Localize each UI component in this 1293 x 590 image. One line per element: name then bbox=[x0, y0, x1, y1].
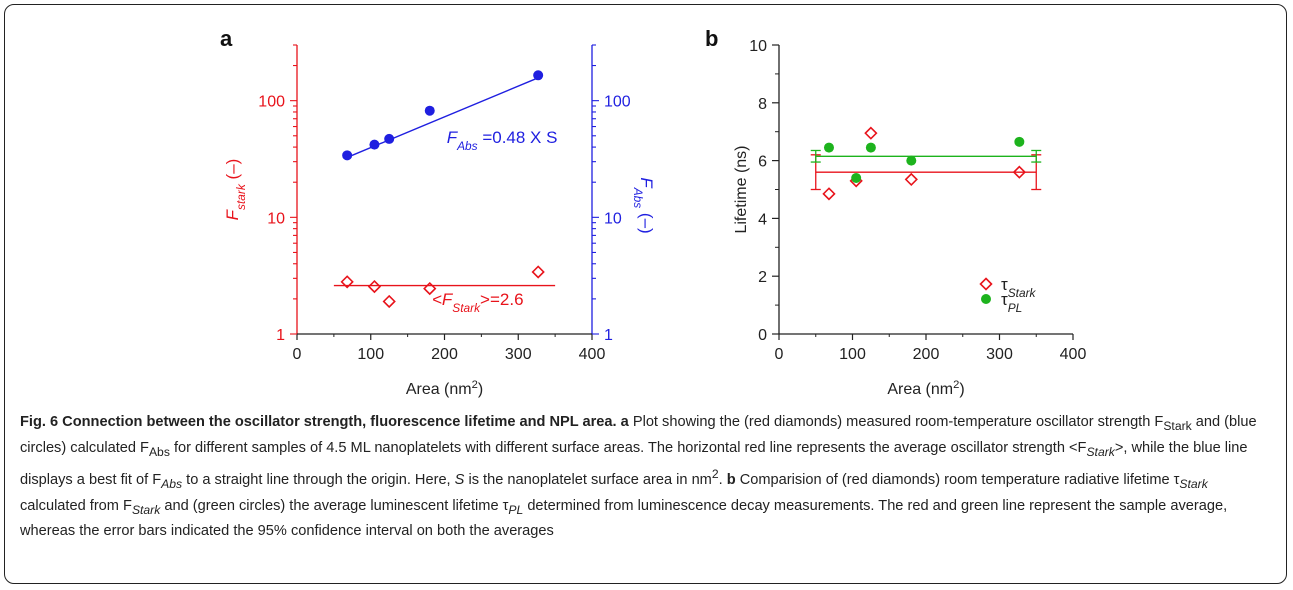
b-y-tick-label: 10 bbox=[749, 38, 767, 55]
a-blue-circle-point bbox=[342, 150, 353, 161]
a-blue-circle-point bbox=[369, 139, 380, 150]
a-right-tick-label: 1 bbox=[604, 327, 613, 344]
b-x-tick-label: 200 bbox=[913, 346, 940, 363]
b-y-tick-label: 8 bbox=[758, 96, 767, 113]
a-red-diamond-point bbox=[382, 294, 396, 309]
b-y-tick-label: 2 bbox=[758, 269, 767, 286]
a-blue-circle-point bbox=[424, 105, 435, 116]
b-green-circle-point bbox=[906, 155, 917, 166]
a-x-tick-label: 200 bbox=[431, 346, 458, 363]
a-blue-circle-point bbox=[384, 133, 395, 144]
a-red-diamond-point bbox=[423, 281, 437, 296]
panel-b-label: b bbox=[705, 26, 718, 51]
a-right-axis-label: FAbs (–) bbox=[631, 177, 656, 233]
a-right-tick-label: 100 bbox=[604, 94, 631, 111]
caption-figure-label: Fig. 6 Connection between the oscillator… bbox=[20, 414, 617, 430]
b-green-circle-point bbox=[851, 172, 862, 183]
panel-a-label: a bbox=[220, 26, 233, 51]
legend-pl-marker bbox=[981, 294, 991, 304]
caption-b-text: Comparision of (red diamonds) room tempe… bbox=[20, 471, 1228, 540]
panel-a-chart: a 0 100 200 300 400 Area (nm2) 1 10 100 1 10 100 Fsta… bbox=[220, 26, 656, 398]
a-left-tick-label: 100 bbox=[258, 94, 285, 111]
a-red-diamond-point bbox=[367, 279, 382, 294]
a-blue-circle-point bbox=[533, 70, 544, 81]
b-y-tick-label: 0 bbox=[758, 327, 767, 344]
a-red-diamond-point bbox=[531, 265, 545, 279]
b-y-tick-label: 6 bbox=[758, 154, 767, 171]
a-left-tick-label: 10 bbox=[267, 210, 285, 227]
figure-frame bbox=[4, 4, 1287, 584]
a-x-axis-label: Area (nm2) bbox=[406, 379, 483, 398]
b-red-diamond-point bbox=[1012, 165, 1026, 179]
b-x-tick-label: 300 bbox=[986, 346, 1013, 363]
b-red-diamond-point bbox=[822, 187, 836, 201]
panel-b-chart: b 0 100 200 300 400 Area (nm2) 0 2 4 6 8 10 Lifetime … bbox=[705, 26, 1086, 398]
a-left-tick-label: 1 bbox=[276, 327, 285, 344]
b-green-circle-point bbox=[823, 142, 834, 153]
caption-a-text: Plot showing the (red diamonds) measured… bbox=[20, 414, 1257, 491]
b-red-diamond-point bbox=[864, 126, 878, 140]
legend-stark-label: τStark bbox=[1001, 275, 1037, 300]
b-y-axis-label: Lifetime (ns) bbox=[733, 145, 750, 233]
b-x-axis-label: Area (nm2) bbox=[887, 379, 964, 398]
b-x-tick-label: 100 bbox=[839, 346, 866, 363]
a-fit-annotation: FAbs =0.48 X S bbox=[447, 128, 558, 153]
b-x-tick-label: 400 bbox=[1060, 346, 1087, 363]
caption-b-label: b bbox=[726, 471, 736, 488]
a-right-tick-label: 10 bbox=[604, 210, 622, 227]
caption-a-label: a bbox=[620, 414, 629, 430]
b-red-diamond-point bbox=[904, 172, 918, 187]
b-green-circle-point bbox=[1014, 136, 1025, 147]
a-x-tick-label: 0 bbox=[293, 346, 302, 363]
figure-caption: Fig. 6 Connection between the oscillator… bbox=[20, 411, 1275, 542]
a-x-tick-label: 300 bbox=[505, 346, 532, 363]
a-average-annotation: <FStark>=2.6 bbox=[432, 290, 524, 315]
a-x-tick-label: 400 bbox=[579, 346, 606, 363]
a-x-tick-label: 100 bbox=[357, 346, 384, 363]
b-x-tick-label: 0 bbox=[775, 346, 784, 363]
a-left-axis-label: Fstark (–) bbox=[223, 159, 248, 221]
b-green-circle-point bbox=[865, 142, 876, 153]
legend-stark-marker bbox=[979, 277, 993, 291]
b-y-tick-label: 4 bbox=[758, 211, 767, 228]
a-red-diamond-point bbox=[340, 275, 354, 289]
legend-pl-label: τPL bbox=[1001, 290, 1022, 315]
